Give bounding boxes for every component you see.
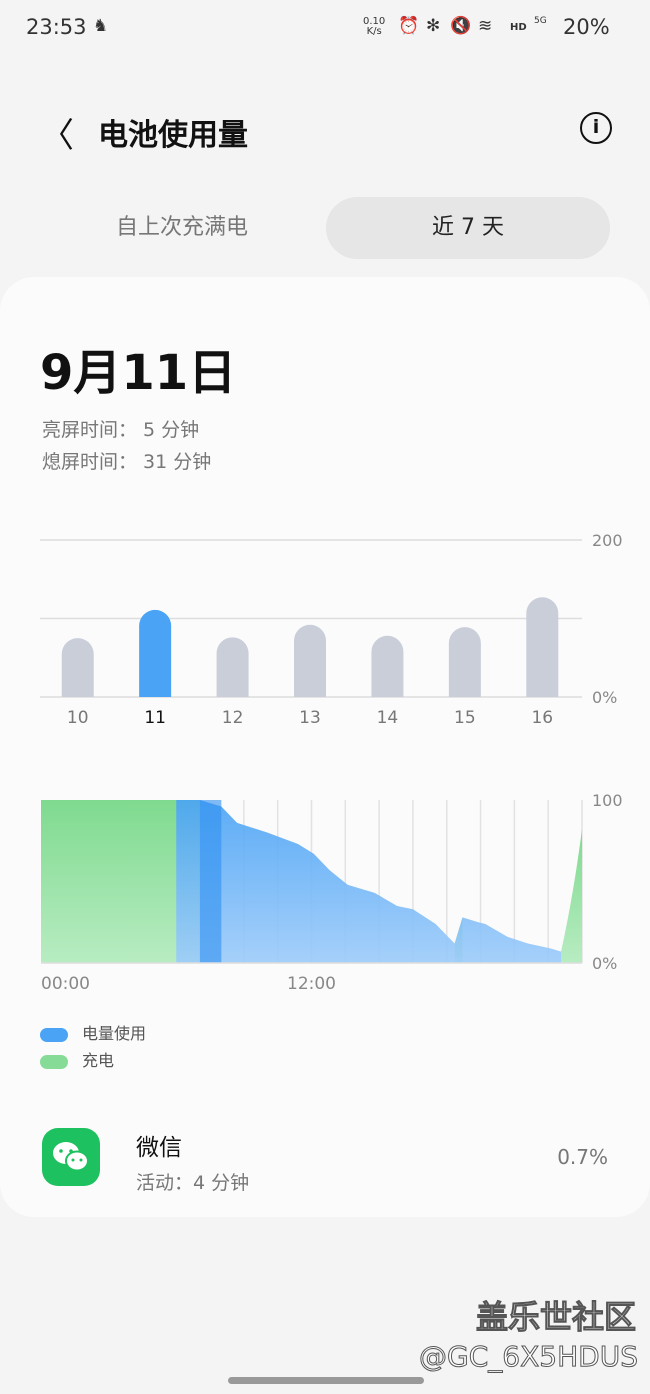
y-tick-label: 0% <box>592 954 617 973</box>
selected-date: 9月11日 <box>40 345 237 401</box>
usage-card: 9月11日 亮屏时间： 5 分钟 熄屏时间： 31 分钟 200 0% 10 11 12… <box>0 277 650 1217</box>
x-tick-label: 13 <box>299 708 321 728</box>
app-percent: 0.7% <box>557 1145 608 1169</box>
daily-bar-chart[interactable]: 200 0% 10 11 12 13 14 15 16 <box>0 517 650 737</box>
screen-off-time: 熄屏时间： 31 分钟 <box>42 451 212 473</box>
x-tick-label: 16 <box>531 708 553 728</box>
usage-swatch <box>40 1027 68 1042</box>
charging-area <box>41 800 200 963</box>
battery-level: 20% <box>563 15 610 39</box>
bar-13 <box>294 624 326 697</box>
legend-label: 充电 <box>82 1051 115 1070</box>
watermark-logo: 盖乐世社区 <box>475 1298 636 1337</box>
bar-15 <box>448 627 481 697</box>
bar-12 <box>216 637 249 697</box>
legend-label: 电量使用 <box>82 1024 147 1043</box>
x-tick-label: 12:00 <box>287 974 336 994</box>
notification-icon: ♞ <box>93 16 109 36</box>
status-bar: 23:53 ♞ 0.10 K/s ⏰ ✻ 🔇 ≋ HD 5G 20% <box>0 0 650 58</box>
y-tick-label: 0% <box>592 688 617 707</box>
tab-last-7-days[interactable]: 近 7 天 <box>326 197 610 259</box>
tab-since-full-charge[interactable]: 自上次充满电 <box>115 215 248 240</box>
bar-14 <box>371 635 404 697</box>
screen-on-band <box>199 800 222 963</box>
x-tick-label: 12 <box>222 708 244 728</box>
net-speed-value: 0.10 <box>363 16 386 27</box>
x-tick-label: 11 <box>144 708 166 728</box>
app-activity: 活动：4 分钟 <box>136 1172 250 1194</box>
screen-on-time: 亮屏时间： 5 分钟 <box>42 419 200 441</box>
x-tick-label: 14 <box>377 708 399 728</box>
y-tick-label: 200 <box>592 531 623 550</box>
hd-label: HD <box>510 22 527 33</box>
header: 〈 电池使用量 <box>0 100 650 160</box>
usage-area <box>176 800 562 963</box>
mute-icon: 🔇 <box>450 16 472 36</box>
net-speed-unit: K/s <box>366 26 382 37</box>
legend-usage: 电量使用 <box>40 1020 146 1044</box>
wechat-icon <box>42 1128 100 1186</box>
wifi-icon: ≋ <box>478 16 493 36</box>
signal-icon: 5G <box>534 16 547 26</box>
charging-area <box>561 829 582 963</box>
x-tick-label: 00:00 <box>41 974 90 994</box>
legend-charge: 充电 <box>40 1047 114 1071</box>
hourly-battery-chart[interactable]: 100 0% 00:00 12:00 <box>0 782 650 1002</box>
charge-swatch <box>40 1054 68 1069</box>
y-tick-label: 100 <box>592 791 623 810</box>
x-tick-label: 10 <box>67 708 89 728</box>
watermark-user: @GC_6X5HDUS <box>419 1340 639 1374</box>
bluetooth-icon: ✻ <box>426 16 441 36</box>
clock: 23:53 <box>26 15 87 39</box>
home-gesture-bar[interactable] <box>228 1377 424 1384</box>
period-tabs: 自上次充满电 近 7 天 <box>40 197 610 259</box>
bar-11 <box>139 609 172 697</box>
bar-16 <box>526 597 559 697</box>
page-title: 电池使用量 <box>98 118 248 153</box>
x-tick-label: 15 <box>454 708 476 728</box>
net-speed: 0.10 K/s <box>363 17 385 37</box>
bar-10 <box>61 638 94 697</box>
back-button[interactable]: 〈 <box>40 116 74 156</box>
alarm-icon: ⏰ <box>398 16 420 36</box>
info-icon[interactable]: i <box>580 112 612 144</box>
app-name: 微信 <box>136 1135 182 1161</box>
